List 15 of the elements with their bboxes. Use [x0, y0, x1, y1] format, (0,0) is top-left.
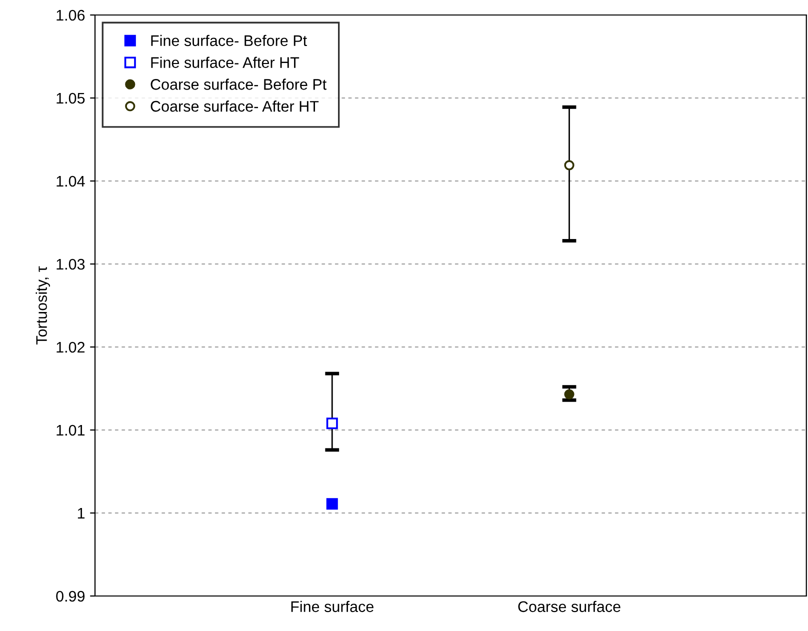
legend-label: Fine surface- Before Pt: [151, 34, 307, 46]
legend-label: Coarse surface- Before Pt: [150, 78, 327, 90]
legend-label: Fine surface- After HT: [151, 56, 300, 68]
legend-label: Coarse surface- After HT: [150, 100, 319, 112]
y-tick-label: 1.02: [56, 342, 85, 353]
y-axis-title: Tortuosity, τ: [36, 266, 50, 345]
y-tick-label: 0.99: [56, 590, 85, 602]
y-tick-label: 1.06: [56, 10, 85, 21]
y-tick-label: 1.01: [56, 424, 85, 436]
y-tick-label: 1.04: [56, 176, 85, 187]
x-tick-label: Fine surface: [291, 600, 374, 612]
y-tick-label: 1.05: [56, 92, 85, 104]
x-tick-label: Coarse surface: [518, 600, 620, 612]
y-tick-label: 1: [78, 508, 85, 519]
y-tick-label: 1.03: [56, 258, 85, 270]
